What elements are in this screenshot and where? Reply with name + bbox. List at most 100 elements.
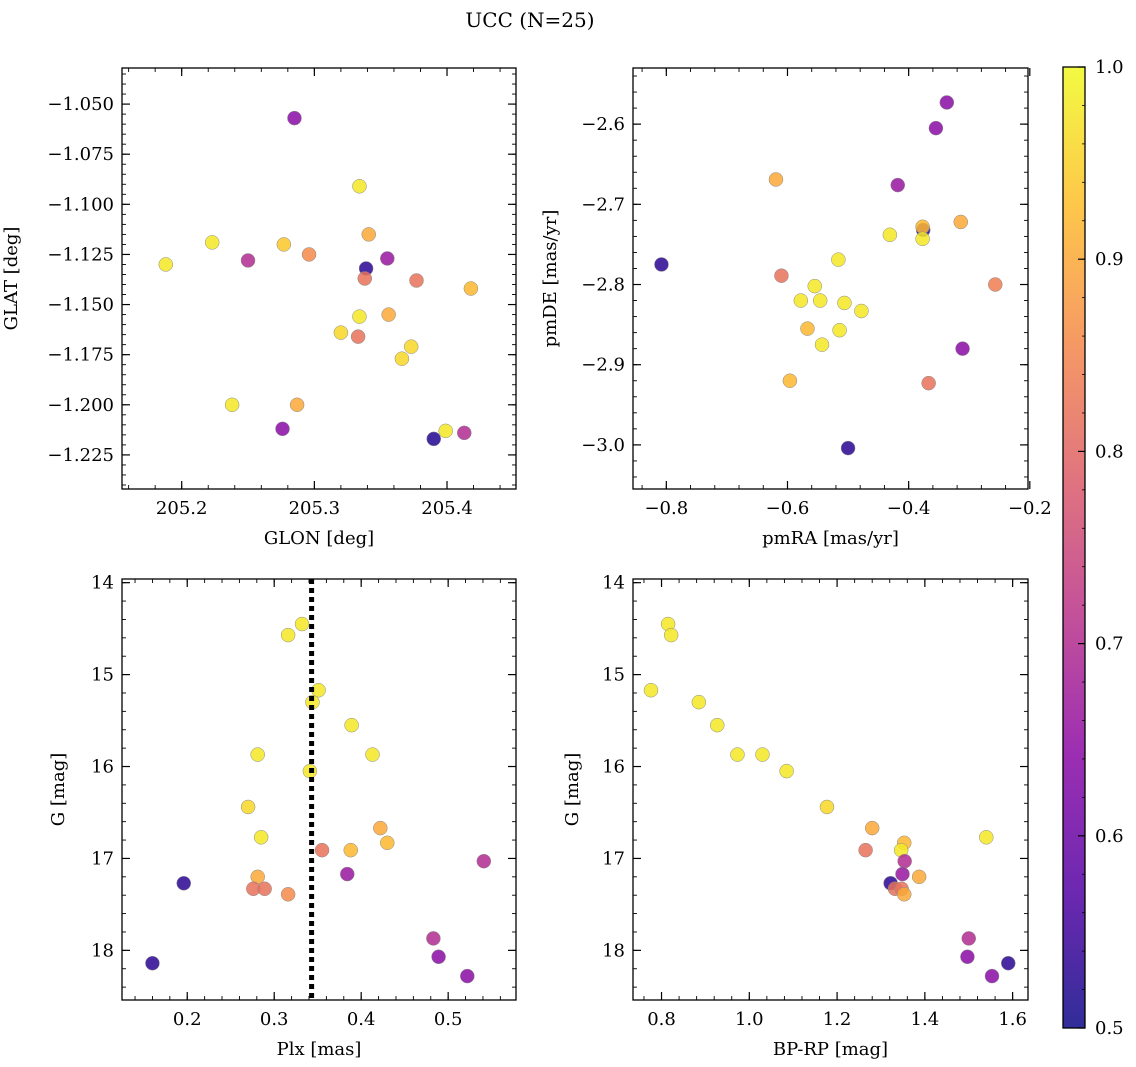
data-point (343, 842, 358, 858)
data-point (394, 351, 410, 366)
data-point (782, 373, 798, 388)
y-tick-label: −2.8 (581, 275, 625, 296)
colorbar-tick-label: 0.5 (1095, 1018, 1124, 1039)
data-point (896, 887, 912, 902)
data-point (710, 717, 725, 733)
colorbar: 0.5 0.6 0.7 0.8 0.9 1.0 (1062, 57, 1124, 1039)
data-point (294, 616, 310, 632)
data-point (953, 214, 969, 230)
data-point (301, 247, 317, 262)
y-tick-label: −2.9 (581, 355, 625, 376)
y-tick-label: 14 (602, 573, 625, 594)
data-point (921, 375, 936, 391)
plot-frame (121, 578, 517, 1001)
x-tick-label: 205.4 (421, 498, 473, 519)
data-point (979, 830, 994, 845)
panel-bprp-g: 0.8 1.0 1.2 1.4 1.6 14 15 16 17 18 BP-RP [mag] G [m… (562, 573, 1029, 1060)
data-point (961, 931, 976, 946)
x-axis-label: pmRA [mas/yr] (762, 528, 899, 549)
y-tick-label: 14 (91, 573, 114, 594)
data-point (204, 235, 220, 250)
x-axis-label: GLON [deg] (264, 528, 374, 549)
y-tick-label: −1.200 (47, 395, 114, 416)
x-axis-label: BP-RP [mag] (773, 1039, 888, 1060)
y-tick-label: −1.050 (47, 94, 114, 115)
y-axis-label: pmDE [mas/yr] (540, 210, 561, 348)
data-point (882, 227, 898, 243)
data-point (463, 281, 479, 296)
y-tick-label: −2.7 (581, 194, 625, 215)
figure-title: UCC (N=25) (465, 8, 594, 32)
data-point (643, 682, 659, 698)
data-point (864, 820, 880, 836)
data-point (276, 237, 292, 252)
data-point (807, 278, 822, 294)
y-tick-label: −1.100 (47, 194, 114, 215)
data-point (352, 179, 367, 194)
data-point (280, 887, 296, 902)
x-tick-label: 0.2 (173, 1009, 202, 1030)
data-point (840, 440, 856, 456)
y-tick-label: −1.125 (47, 244, 114, 265)
data-point (774, 268, 789, 283)
data-point (380, 835, 395, 851)
data-point (911, 869, 927, 885)
y-tick-label: −1.150 (47, 295, 114, 316)
data-point (890, 177, 905, 193)
data-point (755, 747, 770, 762)
y-tick-label: 17 (602, 848, 625, 869)
data-point (457, 425, 472, 441)
data-point (460, 968, 475, 984)
data-point (837, 295, 852, 311)
colorbar-tick-label: 0.9 (1095, 249, 1124, 270)
colorbar-tick-label: 1.0 (1095, 57, 1124, 78)
data-point (955, 341, 970, 356)
data-point (380, 251, 395, 266)
x-tick-label: 0.4 (347, 1009, 376, 1030)
data-point (176, 876, 192, 891)
colorbar-gradient (1062, 66, 1086, 1029)
data-point (240, 253, 256, 268)
data-point (819, 799, 835, 815)
y-tick-label: −1.075 (47, 144, 114, 165)
data-point (897, 853, 912, 869)
panel-glon-glat: 205.2 205.3 205.4 −1.050 −1.075 −1.100 −1.125 −… (1, 67, 517, 549)
data-point (812, 293, 828, 308)
plot-frame (121, 67, 517, 490)
y-tick-label: 18 (91, 940, 114, 961)
colorbar-tick-label: 0.7 (1095, 634, 1124, 655)
x-tick-label: 1.4 (911, 1009, 940, 1030)
y-tick-label: 17 (91, 848, 114, 869)
y-tick-label: 18 (602, 940, 625, 961)
data-point (895, 866, 910, 882)
x-tick-label: 0.8 (647, 1009, 676, 1030)
data-point (476, 853, 492, 869)
y-tick-label: −1.225 (47, 445, 114, 466)
data-point (654, 257, 669, 272)
data-point (438, 423, 453, 439)
data-point (426, 931, 441, 946)
data-point (253, 830, 269, 845)
data-point (275, 421, 290, 437)
x-tick-label: 1.0 (735, 1009, 764, 1030)
data-point (663, 627, 679, 643)
x-tick-label: −0.8 (644, 498, 688, 519)
data-point (779, 763, 794, 779)
panel-plx-g: 0.2 0.3 0.4 0.5 14 15 16 17 18 Plx [mas] G [mag] (48, 573, 517, 1060)
x-axis-label: Plx [mas] (277, 1039, 362, 1060)
data-point (289, 397, 305, 413)
data-point (854, 303, 869, 319)
y-tick-label: −3.0 (581, 435, 625, 456)
data-point (691, 694, 707, 710)
data-point (340, 866, 355, 882)
data-point (361, 227, 376, 242)
data-point (928, 120, 944, 136)
data-point (939, 95, 955, 110)
data-point (730, 747, 745, 762)
data-point (287, 110, 302, 126)
x-tick-label: 0.5 (434, 1009, 463, 1030)
data-point (333, 325, 349, 340)
data-point (768, 172, 784, 187)
x-tick-label: 1.2 (823, 1009, 852, 1030)
data-point (240, 799, 256, 815)
